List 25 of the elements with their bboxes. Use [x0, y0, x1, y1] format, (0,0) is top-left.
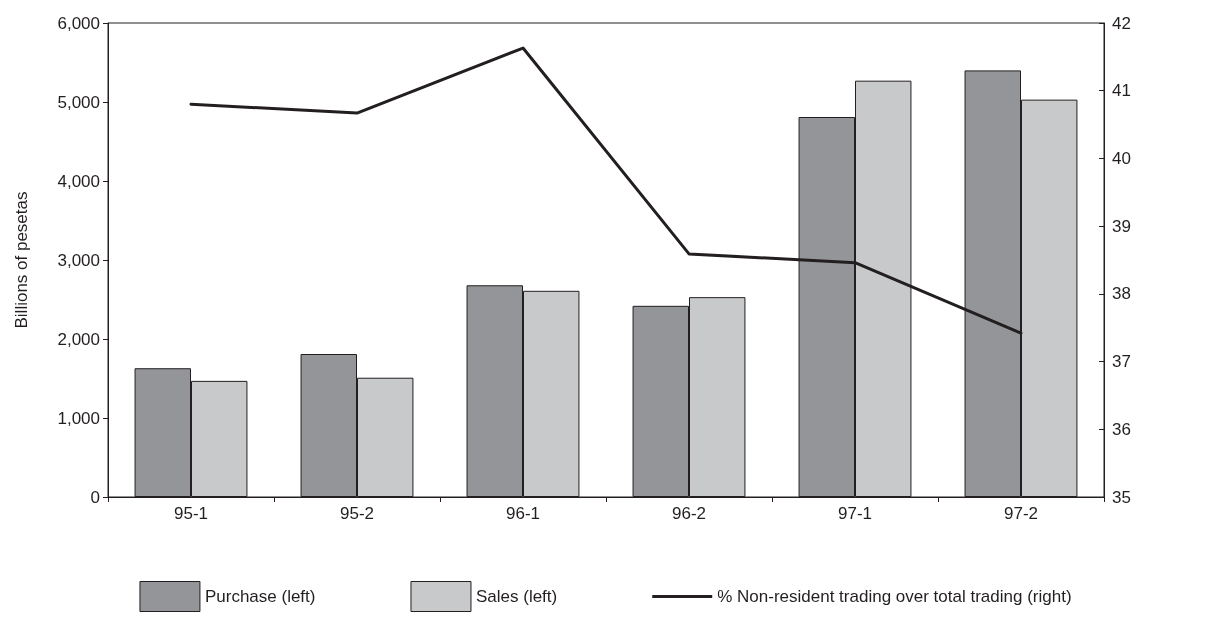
y2-tick-label: 41: [1112, 81, 1131, 101]
legend-label: % Non-resident trading over total trading (right): [717, 587, 1072, 606]
y2-tick-label: 40: [1112, 148, 1131, 168]
y2-tick-label: 35: [1112, 487, 1131, 507]
y-tick-label: 5,000: [57, 92, 100, 112]
y-tick-label: 3,000: [57, 250, 100, 270]
y-tick-label: 0: [90, 487, 100, 507]
y-tick-label: 2,000: [57, 329, 100, 349]
x-tick-label: 96-1: [505, 504, 541, 523]
x-tick-label: 95-2: [339, 504, 375, 523]
x-tick-label: 97-2: [1003, 504, 1039, 523]
x-tick-label: 97-1: [837, 504, 873, 523]
legend-label: Sales (left): [475, 587, 558, 606]
y-axis-title: Billions of pesetas: [12, 191, 31, 329]
y-tick-label: 6,000: [57, 13, 100, 33]
y2-tick-label: 42: [1112, 13, 1131, 33]
x-tick-label: 95-1: [173, 504, 209, 523]
y2-tick-label: 36: [1112, 419, 1131, 439]
y2-tick-label: 37: [1112, 352, 1131, 372]
y2-tick-label: 39: [1112, 216, 1131, 236]
y-tick-label: 4,000: [57, 171, 100, 191]
x-tick-label: 96-2: [671, 504, 707, 523]
legend-label: Purchase (left): [204, 587, 316, 606]
y-tick-label: 1,000: [57, 408, 100, 428]
y2-tick-label: 38: [1112, 284, 1131, 304]
